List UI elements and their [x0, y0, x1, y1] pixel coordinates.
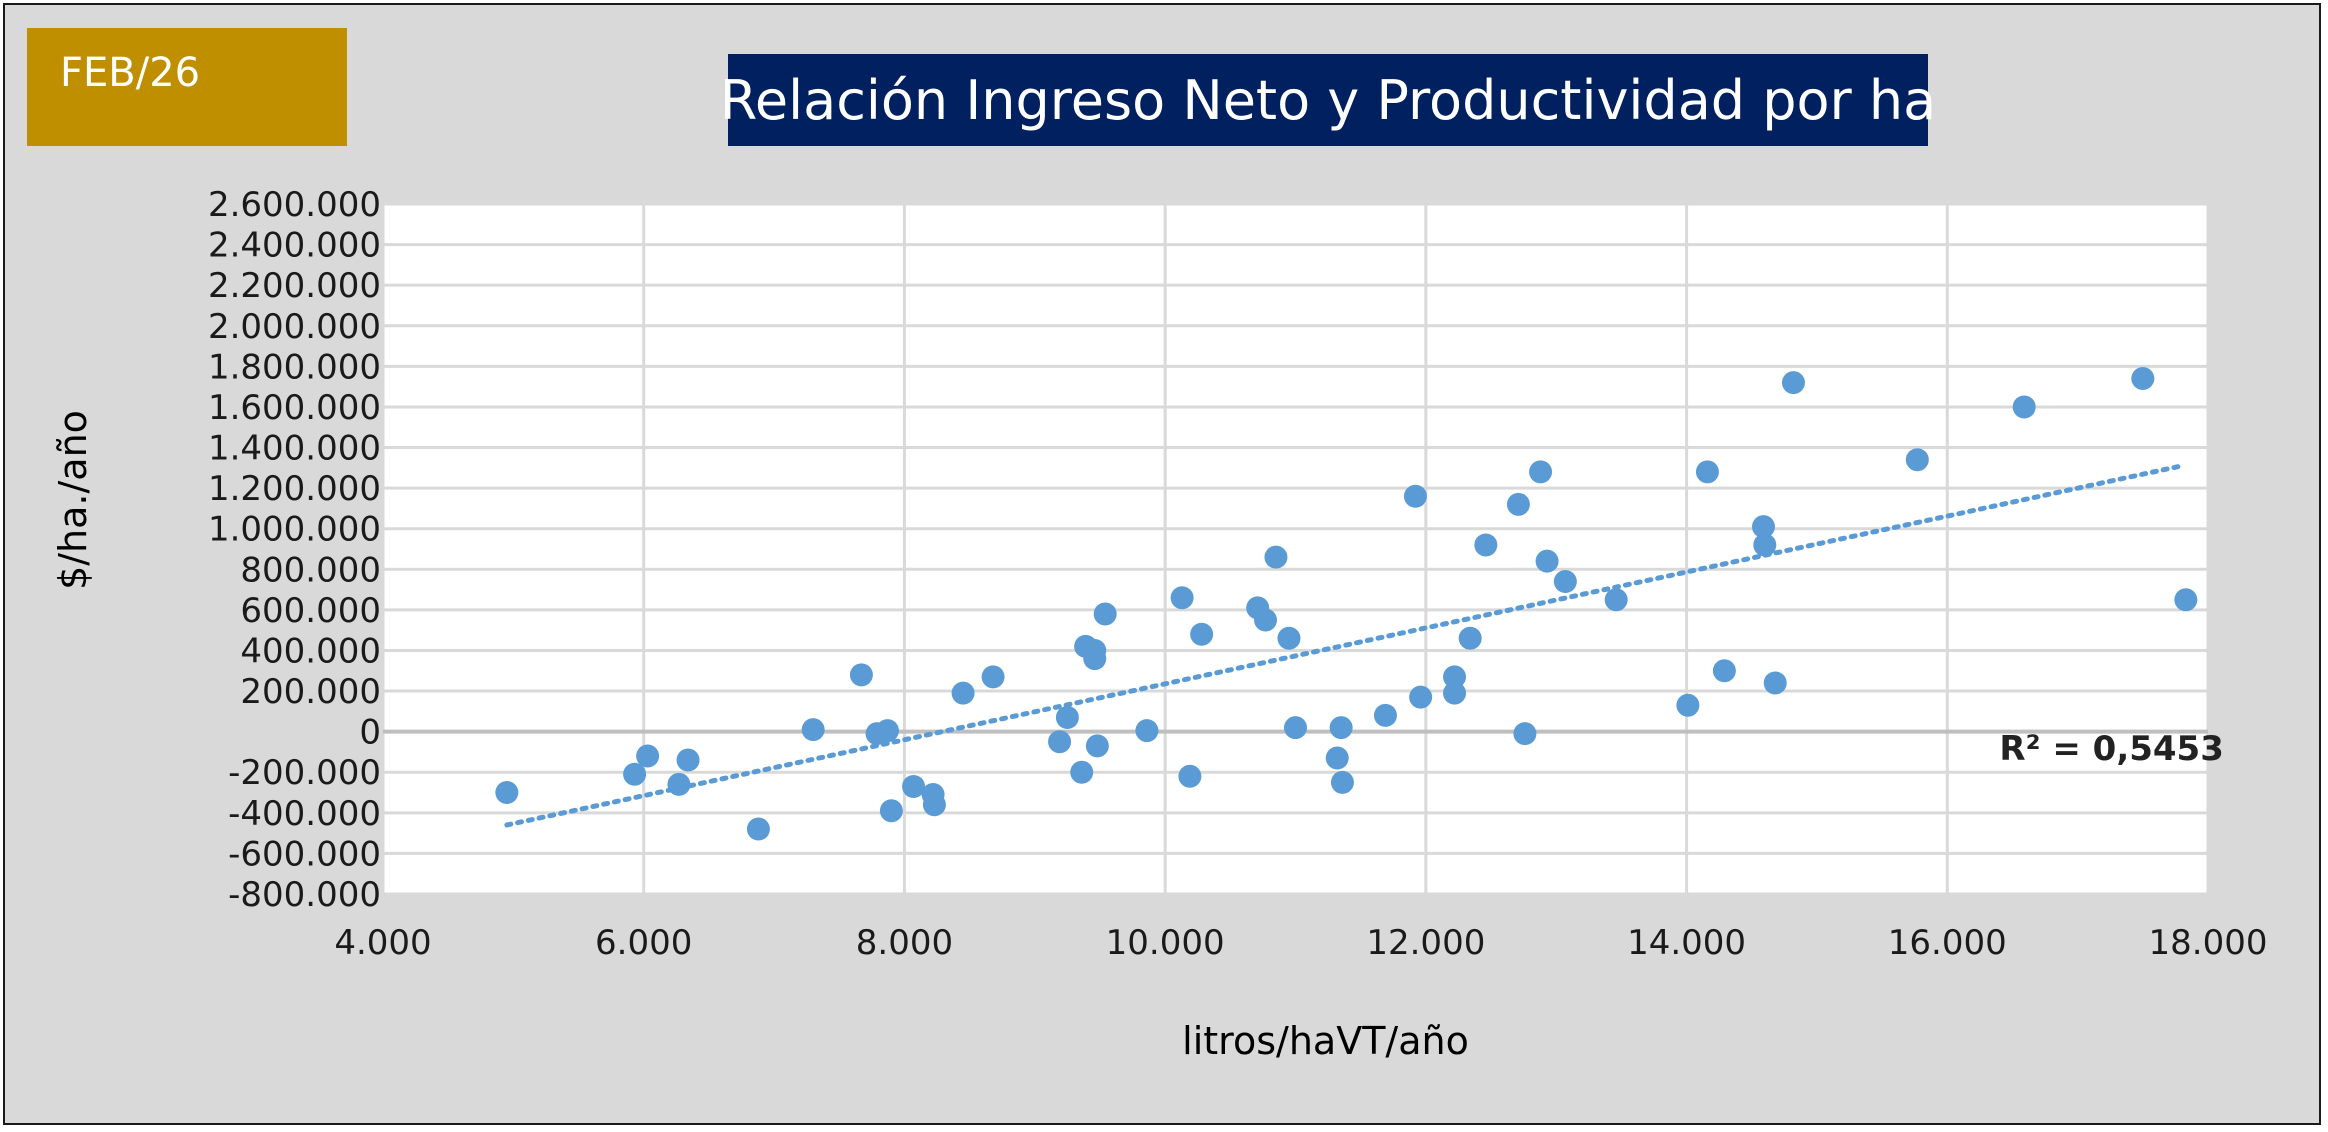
- data-point: [1135, 719, 1159, 743]
- trendline: [504, 463, 2185, 828]
- data-point: [1055, 705, 1079, 729]
- x-tick-label: 12.000: [1366, 923, 1485, 963]
- data-point: [1190, 622, 1214, 646]
- y-tick-label: 1.400.000: [208, 429, 381, 469]
- data-point: [951, 681, 975, 705]
- x-tick-label: 16.000: [1888, 923, 2007, 963]
- data-point: [1443, 665, 1467, 689]
- data-point: [636, 744, 660, 768]
- y-tick-label: 800.000: [240, 550, 381, 590]
- x-tick-label: 14.000: [1627, 923, 1746, 963]
- y-tick-label: 1.000.000: [208, 510, 381, 550]
- data-point: [2012, 395, 2036, 419]
- data-point: [1329, 716, 1353, 740]
- data-point: [1529, 460, 1553, 484]
- data-point: [1325, 746, 1349, 770]
- data-point: [2174, 588, 2198, 612]
- x-tick-label: 8.000: [856, 923, 953, 963]
- y-tick-label: -400.000: [228, 794, 381, 834]
- x-tick-label: 18.000: [2149, 923, 2268, 963]
- y-tick-label: -600.000: [228, 834, 381, 874]
- data-point: [1409, 685, 1433, 709]
- data-point: [1751, 515, 1775, 539]
- data-point: [1443, 681, 1467, 705]
- data-point: [1083, 638, 1107, 662]
- y-tick-label: 1.800.000: [208, 347, 381, 387]
- data-point: [879, 799, 903, 823]
- y-tick-label: -200.000: [228, 753, 381, 793]
- data-point: [1506, 492, 1530, 516]
- data-point: [2131, 367, 2155, 391]
- y-tick-label: 2.600.000: [208, 185, 381, 225]
- data-point: [746, 817, 770, 841]
- y-tick-label: 400.000: [240, 631, 381, 671]
- data-point: [667, 772, 691, 796]
- data-point: [1264, 545, 1288, 569]
- data-point: [1781, 371, 1805, 395]
- data-point: [1712, 659, 1736, 683]
- data-point: [1085, 734, 1109, 758]
- data-point: [1284, 716, 1307, 740]
- data-point: [1178, 764, 1202, 788]
- y-tick-label: -800.000: [228, 875, 381, 915]
- data-point: [1254, 608, 1278, 632]
- y-tick-label: 2.400.000: [208, 226, 381, 266]
- y-tick-label: 1.200.000: [208, 469, 381, 509]
- y-tick-label: 600.000: [240, 591, 381, 631]
- data-point: [1763, 671, 1787, 695]
- y-tick-label: 2.000.000: [208, 307, 381, 347]
- date-badge: FEB/26: [27, 28, 347, 146]
- data-point: [922, 793, 946, 817]
- chart-title: Relación Ingreso Neto y Productividad po…: [719, 68, 1937, 132]
- data-point: [981, 665, 1005, 689]
- data-point: [1905, 448, 1929, 472]
- x-axis-title: litros/haVT/año: [1182, 1019, 1469, 1063]
- data-point: [1695, 460, 1719, 484]
- data-point: [623, 762, 647, 786]
- data-point: [1535, 549, 1559, 573]
- data-point: [1753, 533, 1777, 557]
- data-point: [849, 663, 873, 687]
- data-point: [1513, 722, 1537, 746]
- data-point: [495, 781, 519, 805]
- data-point: [875, 719, 899, 743]
- x-tick-label: 4.000: [334, 923, 431, 963]
- data-point: [1474, 533, 1498, 557]
- x-tick-label: 10.000: [1106, 923, 1225, 963]
- data-point: [902, 774, 926, 798]
- data-point: [1553, 569, 1577, 593]
- data-point: [1676, 693, 1700, 717]
- data-point: [1093, 602, 1117, 626]
- data-point: [1170, 586, 1194, 610]
- data-point: [1604, 588, 1628, 612]
- x-tick-label: 6.000: [595, 923, 692, 963]
- chart-title-box: Relación Ingreso Neto y Productividad po…: [720, 54, 1936, 146]
- y-tick-label: 200.000: [240, 672, 381, 712]
- data-point: [1048, 730, 1072, 754]
- data-point: [1070, 760, 1094, 784]
- y-tick-label: 2.200.000: [208, 266, 381, 306]
- data-point: [676, 748, 700, 772]
- data-point: [1458, 626, 1482, 650]
- data-point: [1373, 703, 1397, 727]
- y-axis-title: $/ha./año: [51, 410, 95, 590]
- data-point: [1403, 484, 1427, 508]
- y-tick-label: 0: [359, 713, 381, 753]
- data-point: [801, 718, 825, 742]
- data-point: [1277, 626, 1301, 650]
- date-badge-label: FEB/26: [60, 50, 201, 96]
- y-tick-label: 1.600.000: [208, 388, 381, 428]
- data-point: [1330, 770, 1354, 794]
- r-squared-label: R² = 0,5453: [1999, 729, 2223, 769]
